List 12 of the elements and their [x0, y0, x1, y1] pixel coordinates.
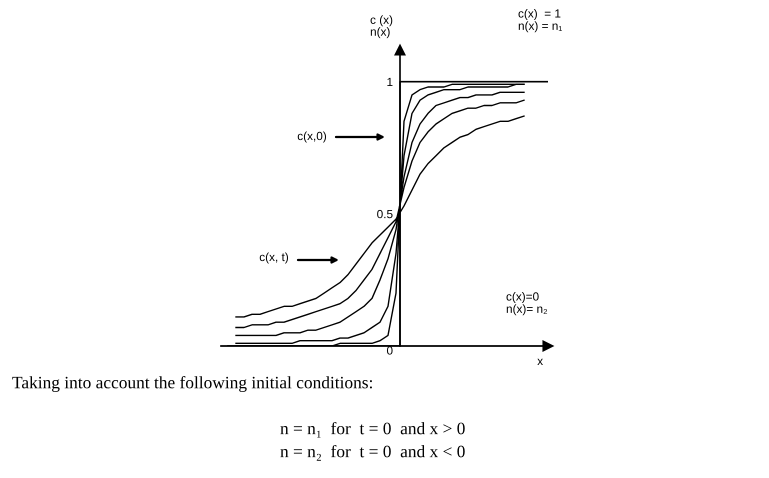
annotation: c(x)=0 n(x)= n₂ — [506, 292, 548, 316]
y-tick-label: 0 — [386, 346, 393, 355]
annotation: c(x, t) — [260, 252, 288, 264]
x-axis-title: x — [537, 358, 543, 366]
y-tick-label: 1 — [387, 78, 392, 86]
y-tick-label: 0.5 — [377, 210, 393, 218]
text: c(x) = 1 n(x) = n₁ — [518, 9, 562, 32]
text: n = n₁ for t = 0 and x > 0 — [280, 422, 465, 438]
text: n = n₂ for t = 0 and x < 0 — [280, 444, 465, 461]
y-axis-title: c (x) n(x) — [370, 15, 392, 38]
annotation: c(x,0) — [298, 131, 326, 142]
text: Taking into account the following initial conditions: — [12, 376, 372, 392]
